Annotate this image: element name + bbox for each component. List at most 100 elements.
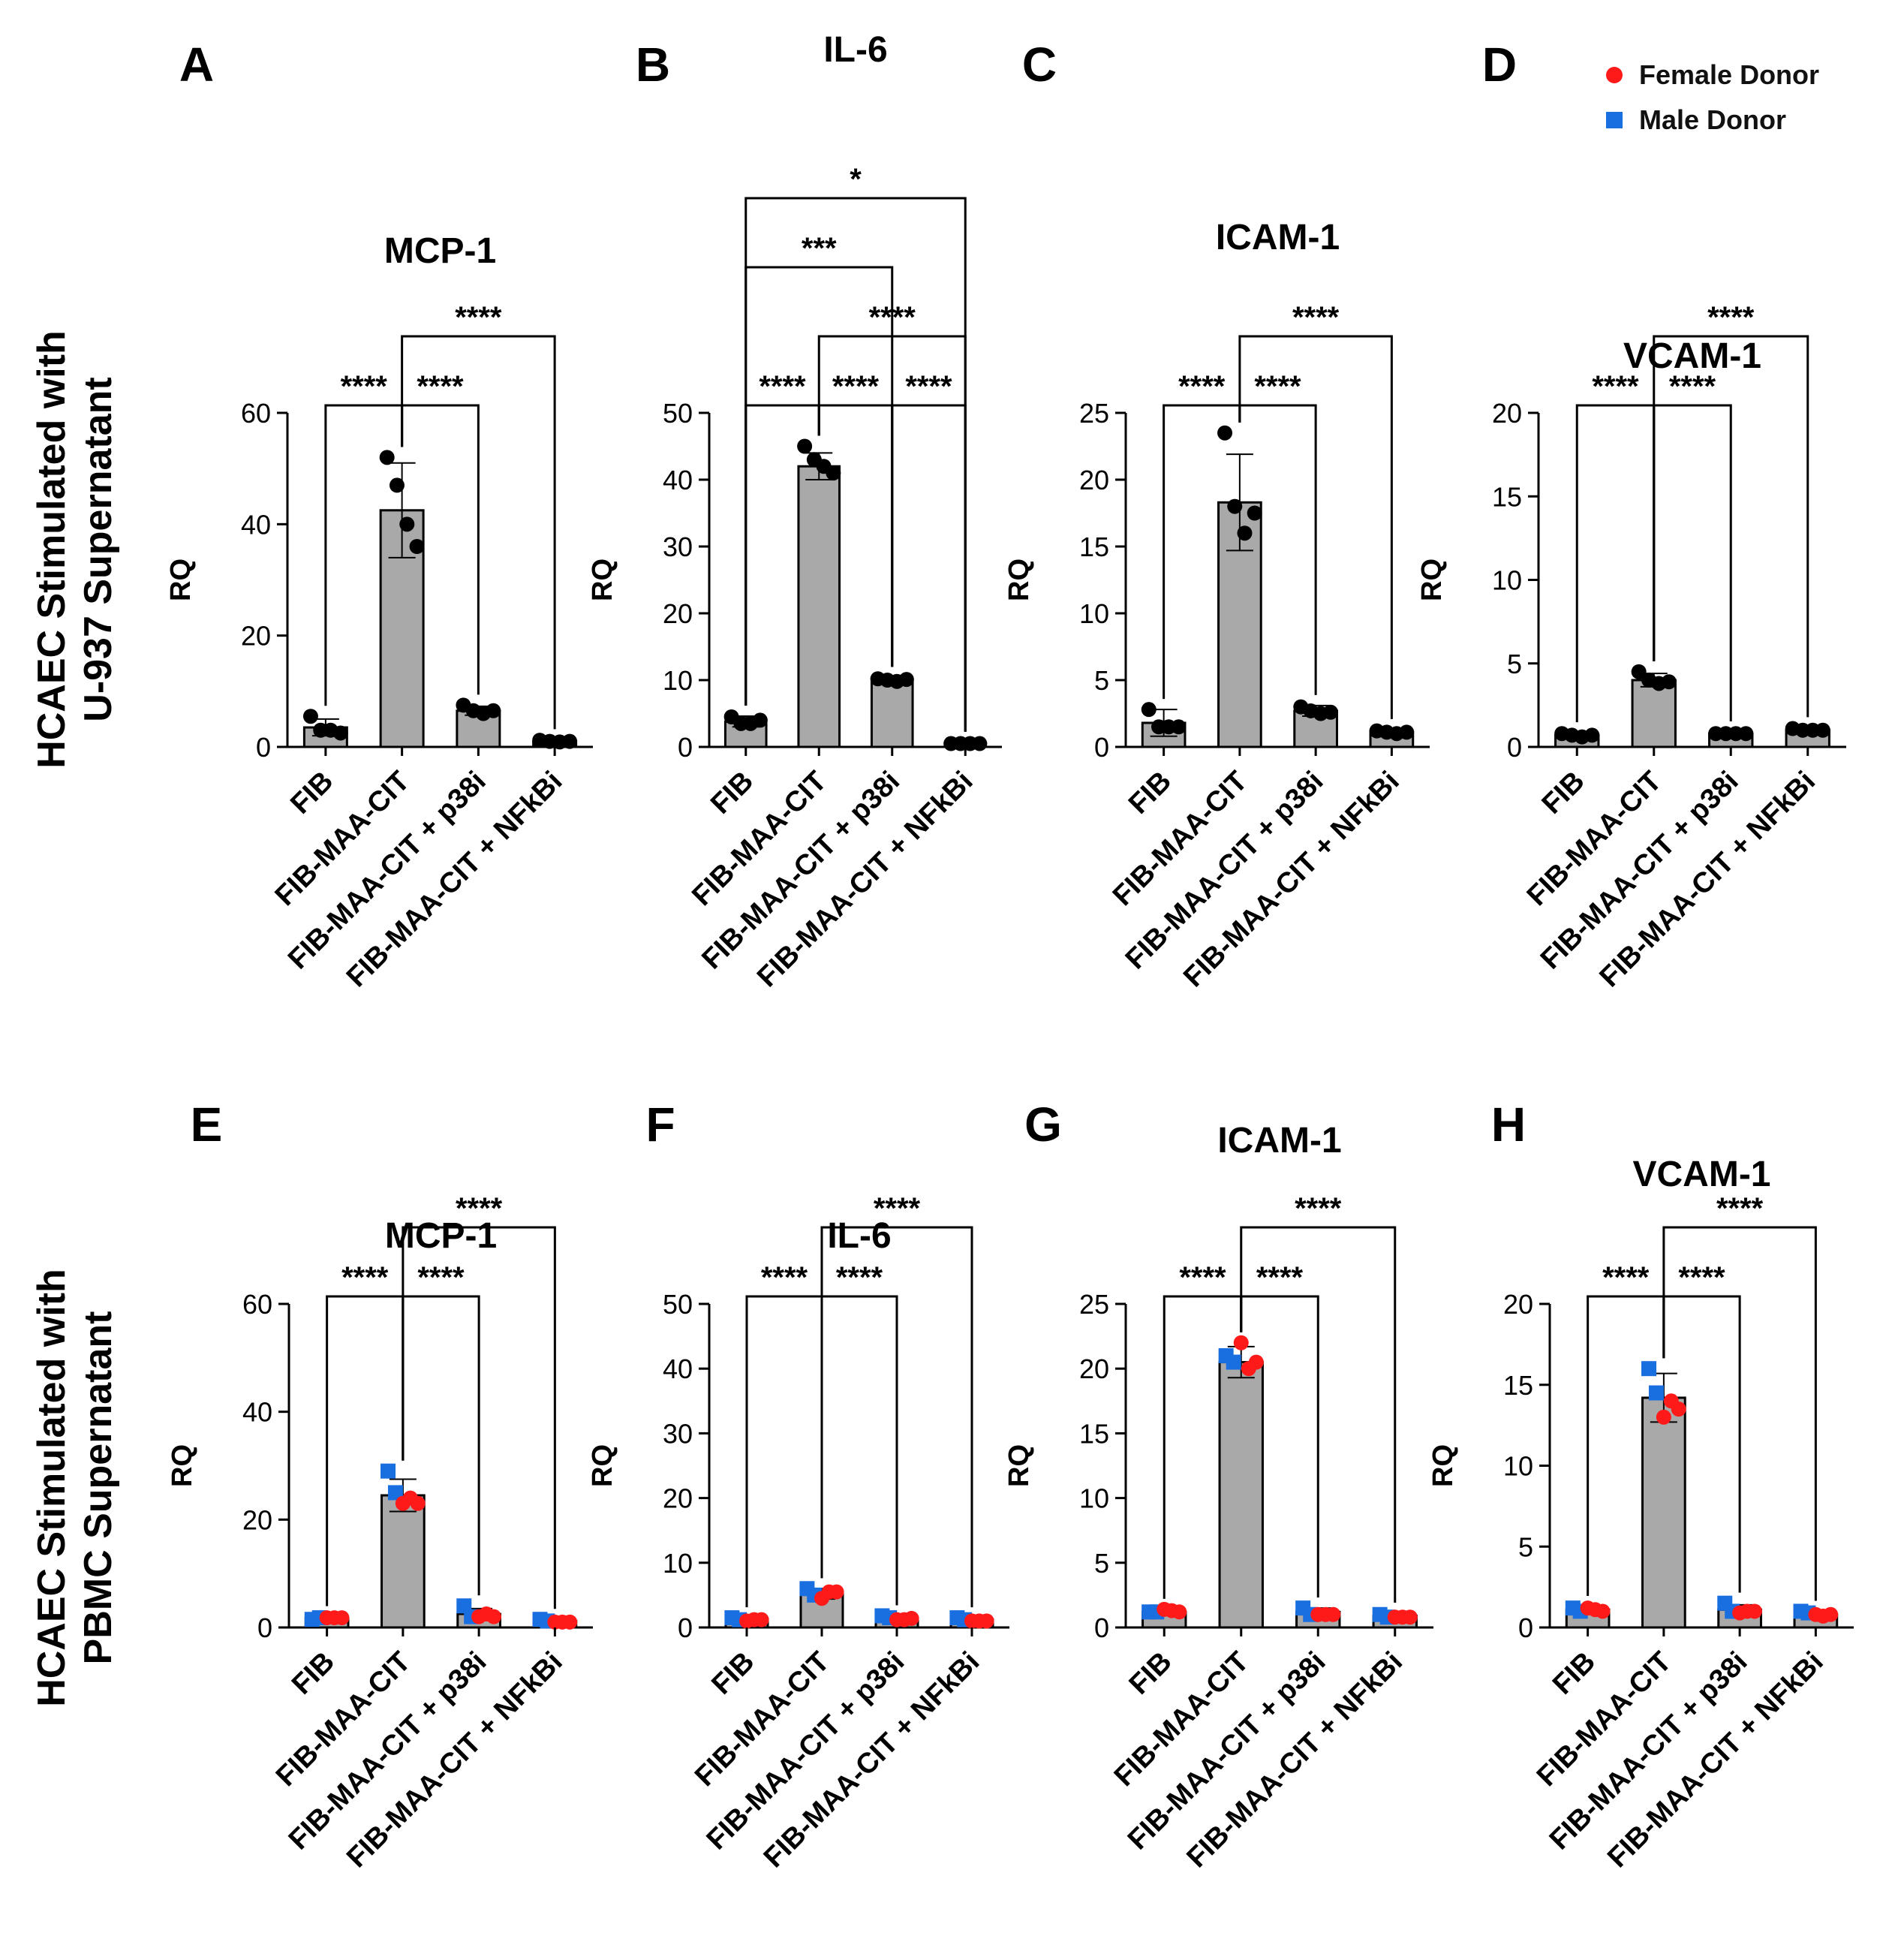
data-point-a: [389, 477, 405, 493]
category-label-b: FIB: [705, 766, 759, 820]
data-point-d: [1584, 727, 1600, 743]
y-tick-label-h: 0: [1518, 1612, 1533, 1643]
significance-bracket-h: [1662, 1226, 1817, 1601]
y-tick-label-f: 0: [678, 1612, 693, 1643]
significance-label-c: ****: [1254, 370, 1301, 403]
chart-panel-h: HVCAM-105101520RQFIBFIB-MAA-CITFIB-MAA-C…: [1427, 1097, 1854, 1874]
y-tick-label-f: 50: [663, 1289, 693, 1320]
significance-label-b: ****: [832, 370, 880, 403]
significance-label-g: ****: [1179, 1261, 1226, 1294]
data-point-a: [302, 709, 318, 724]
data-point-g: [1226, 1354, 1241, 1370]
data-point-g: [1233, 1335, 1249, 1350]
data-point-h: [1641, 1361, 1657, 1377]
y-tick-label-c: 15: [1079, 531, 1109, 562]
y-tick-label-d: 0: [1507, 732, 1522, 763]
category-label-e: FIB-MAA-CIT: [270, 1646, 417, 1793]
y-tick-label-e: 60: [242, 1289, 272, 1320]
data-point-h: [1671, 1402, 1686, 1417]
significance-label-h: ****: [1716, 1192, 1764, 1225]
y-tick-label-d: 20: [1492, 398, 1522, 429]
chart-panel-e: EMCP-10204060RQFIBFIB-MAA-CITFIB-MAA-CIT…: [167, 1097, 593, 1874]
chart-panel-c: CICAM-10510152025RQFIBFIB-MAA-CITFIB-MAA…: [1003, 38, 1430, 993]
panel-letter-c: C: [1022, 38, 1057, 92]
category-label-f: FIB-MAA-CIT: [689, 1646, 835, 1793]
significance-bracket-f: [820, 1226, 973, 1608]
significance-label-e: ****: [417, 1261, 465, 1294]
significance-label-f: ****: [761, 1261, 808, 1294]
significance-label-f: ****: [836, 1261, 883, 1294]
y-tick-label-c: 0: [1094, 732, 1109, 763]
y-axis-label-d: RQ: [1416, 558, 1448, 601]
chart-panel-b: B IL-601020304050RQFIBFIB-MAA-CITFIB-MAA-…: [587, 30, 1002, 993]
significance-bracket-f: [745, 1295, 823, 1608]
y-tick-label-a: 40: [241, 509, 271, 540]
y-tick-label-g: 0: [1094, 1612, 1109, 1643]
significance-label-c: ****: [1292, 301, 1340, 334]
significance-label-d: ****: [1669, 370, 1716, 403]
y-tick-label-b: 40: [663, 465, 693, 495]
data-point-b: [972, 736, 988, 751]
category-label-d: FIB: [1536, 766, 1591, 820]
category-label-a: FIB-MAA-CIT: [269, 766, 416, 912]
significance-label-e: ****: [341, 1261, 389, 1294]
data-point-c: [1247, 505, 1262, 521]
data-point-c: [1217, 425, 1233, 441]
chart-title-d: VCAM-1: [1623, 336, 1761, 376]
category-label-g: FIB: [1123, 1646, 1178, 1701]
category-label-g: FIB-MAA-CIT: [1108, 1646, 1255, 1793]
data-point-b: [797, 438, 813, 454]
y-tick-label-b: 50: [663, 398, 693, 429]
data-point-c: [1171, 719, 1187, 735]
y-axis-label-e: RQ: [167, 1444, 198, 1487]
significance-bracket-d: [1653, 335, 1809, 718]
bar-g: [1218, 1361, 1264, 1629]
y-tick-label-b: 30: [663, 531, 693, 562]
data-point-g: [1402, 1609, 1418, 1625]
panel-letter-b: B: [636, 38, 670, 92]
data-point-h: [1823, 1606, 1839, 1622]
category-label-d: FIB-MAA-CIT: [1521, 766, 1668, 912]
data-point-b: [826, 465, 841, 481]
data-point-c: [1227, 498, 1243, 514]
y-tick-label-h: 10: [1503, 1451, 1533, 1482]
bar-b: [797, 465, 841, 748]
y-tick-label-e: 40: [242, 1397, 272, 1428]
legend-female-label: Female Donor: [1639, 59, 1820, 90]
y-axis-label-b: RQ: [587, 558, 618, 601]
significance-bracket-a: [401, 335, 556, 730]
significance-label-a: ****: [417, 370, 464, 403]
significance-label-a: ****: [455, 301, 502, 334]
y-tick-label-a: 60: [241, 398, 271, 429]
data-point-e: [410, 1495, 426, 1511]
male-donor-marker-icon: [1606, 112, 1623, 128]
significance-bracket-e: [402, 1226, 556, 1609]
significance-label-g: ****: [1256, 1261, 1304, 1294]
data-point-c: [1237, 525, 1253, 541]
chart-title-a: MCP-1: [384, 231, 496, 271]
data-point-h: [1595, 1603, 1611, 1619]
data-point-a: [486, 703, 501, 718]
significance-label-a: ****: [341, 370, 388, 403]
significance-label-b: ****: [905, 370, 952, 403]
y-tick-label-c: 10: [1079, 598, 1109, 629]
y-tick-label-f: 20: [663, 1483, 693, 1514]
category-label-c: FIB: [1123, 766, 1178, 820]
y-tick-label-a: 0: [256, 732, 271, 763]
y-tick-label-c: 25: [1079, 398, 1109, 429]
panel-letter-f: F: [645, 1097, 675, 1152]
category-label-h: FIB-MAA-CIT: [1531, 1646, 1677, 1793]
panel-letter-a: A: [179, 38, 214, 92]
significance-label-e: ****: [456, 1192, 503, 1225]
bar-b: [870, 679, 914, 748]
data-point-b: [752, 712, 768, 728]
significance-bracket-b: [744, 197, 967, 732]
y-tick-label-f: 30: [663, 1418, 693, 1449]
bar-e: [380, 1494, 426, 1629]
data-point-a: [409, 539, 425, 554]
chart-panel-g: G ICAM-10510152025RQFIBFIB-MAA-CITFIB-MAA…: [1003, 1097, 1433, 1874]
category-label-a: FIB: [284, 766, 339, 820]
significance-label-g: ****: [1295, 1192, 1342, 1225]
y-tick-label-c: 5: [1094, 665, 1109, 696]
